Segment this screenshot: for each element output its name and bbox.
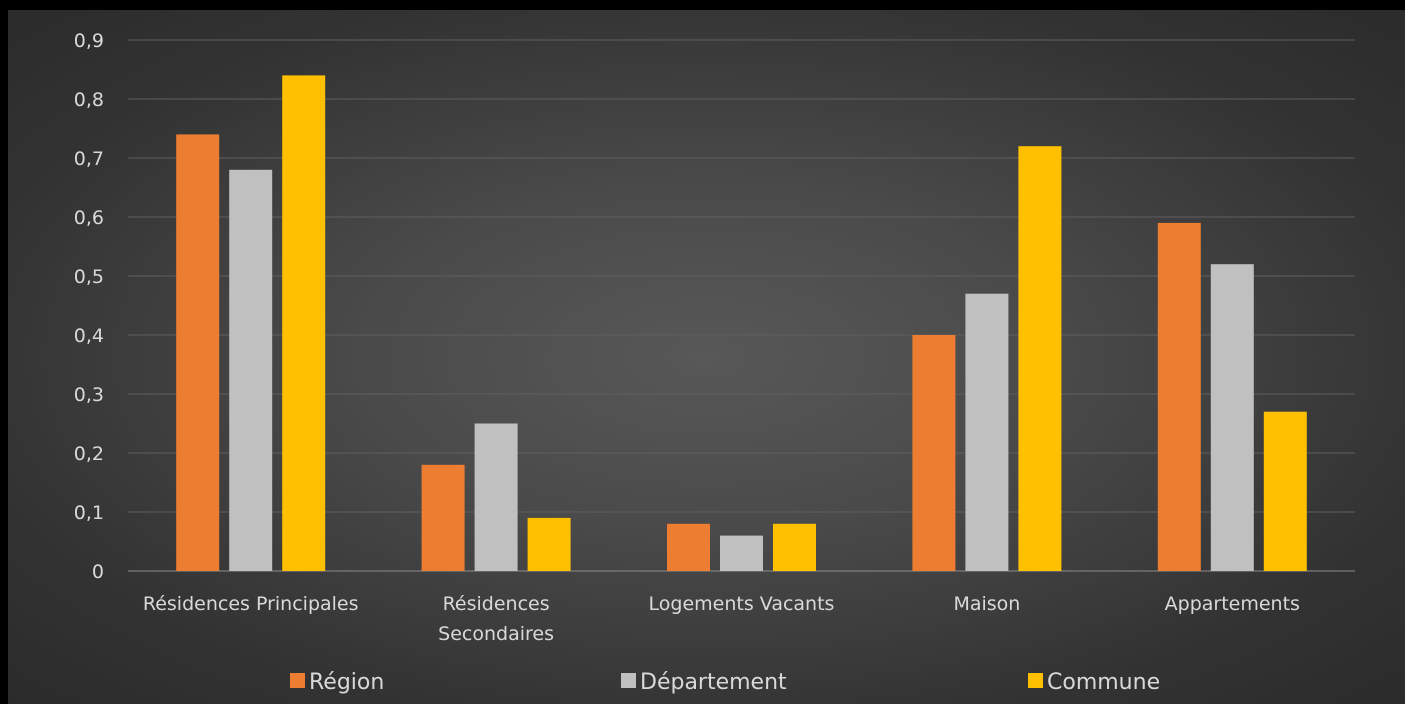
legend-swatch	[290, 673, 305, 688]
y-tick-label: 0,3	[74, 384, 104, 406]
bar-departement-3	[965, 293, 1009, 571]
gridlines	[128, 39, 1355, 572]
x-category-label: Appartements	[1165, 593, 1300, 615]
bar-region-4	[1157, 222, 1201, 571]
y-tick-label: 0,6	[74, 207, 104, 229]
y-tick-label: 0	[92, 561, 104, 583]
x-category-label: Maison	[953, 593, 1020, 615]
x-category-label: Logements Vacants	[649, 593, 835, 615]
y-tick-label: 0,4	[74, 325, 104, 347]
y-tick-label: 0,9	[74, 30, 104, 52]
bar-departement-2	[720, 535, 763, 571]
x-category-label: Résidences Secondaires	[438, 593, 554, 645]
bar-region-2	[667, 523, 710, 571]
bar-commune-2	[773, 523, 816, 571]
y-axis-ticks: 0 0,1 0,2 0,3 0,4 0,5 0,6 0,7 0,8 0,9	[74, 30, 104, 583]
y-tick-label: 0,5	[74, 266, 104, 288]
legend-label: Département	[640, 670, 787, 695]
bar-commune-1	[527, 517, 571, 571]
bar-region-0	[176, 134, 220, 571]
y-tick-label: 0,8	[74, 89, 104, 111]
bar-departement-0	[229, 169, 273, 572]
bar-region-1	[421, 464, 465, 571]
legend-label: Région	[309, 670, 384, 695]
y-tick-label: 0,7	[74, 148, 104, 170]
bar-departement-4	[1210, 264, 1254, 571]
x-axis-labels: Résidences Principales Résidences Secondai…	[143, 593, 1300, 645]
bar-region-3	[912, 335, 956, 571]
legend-swatch	[1028, 673, 1043, 688]
bar-commune-4	[1263, 411, 1307, 571]
x-category-label: Résidences Principales	[143, 593, 359, 615]
bar-departement-1	[474, 423, 518, 571]
y-tick-label: 0,2	[74, 443, 104, 465]
legend-label: Commune	[1047, 670, 1160, 695]
y-tick-label: 0,1	[74, 502, 104, 524]
bars	[176, 75, 1307, 572]
legend: Région Département Commune	[290, 670, 1160, 695]
bar-commune-0	[282, 75, 326, 572]
bar-commune-3	[1018, 146, 1062, 571]
legend-swatch	[621, 673, 636, 688]
